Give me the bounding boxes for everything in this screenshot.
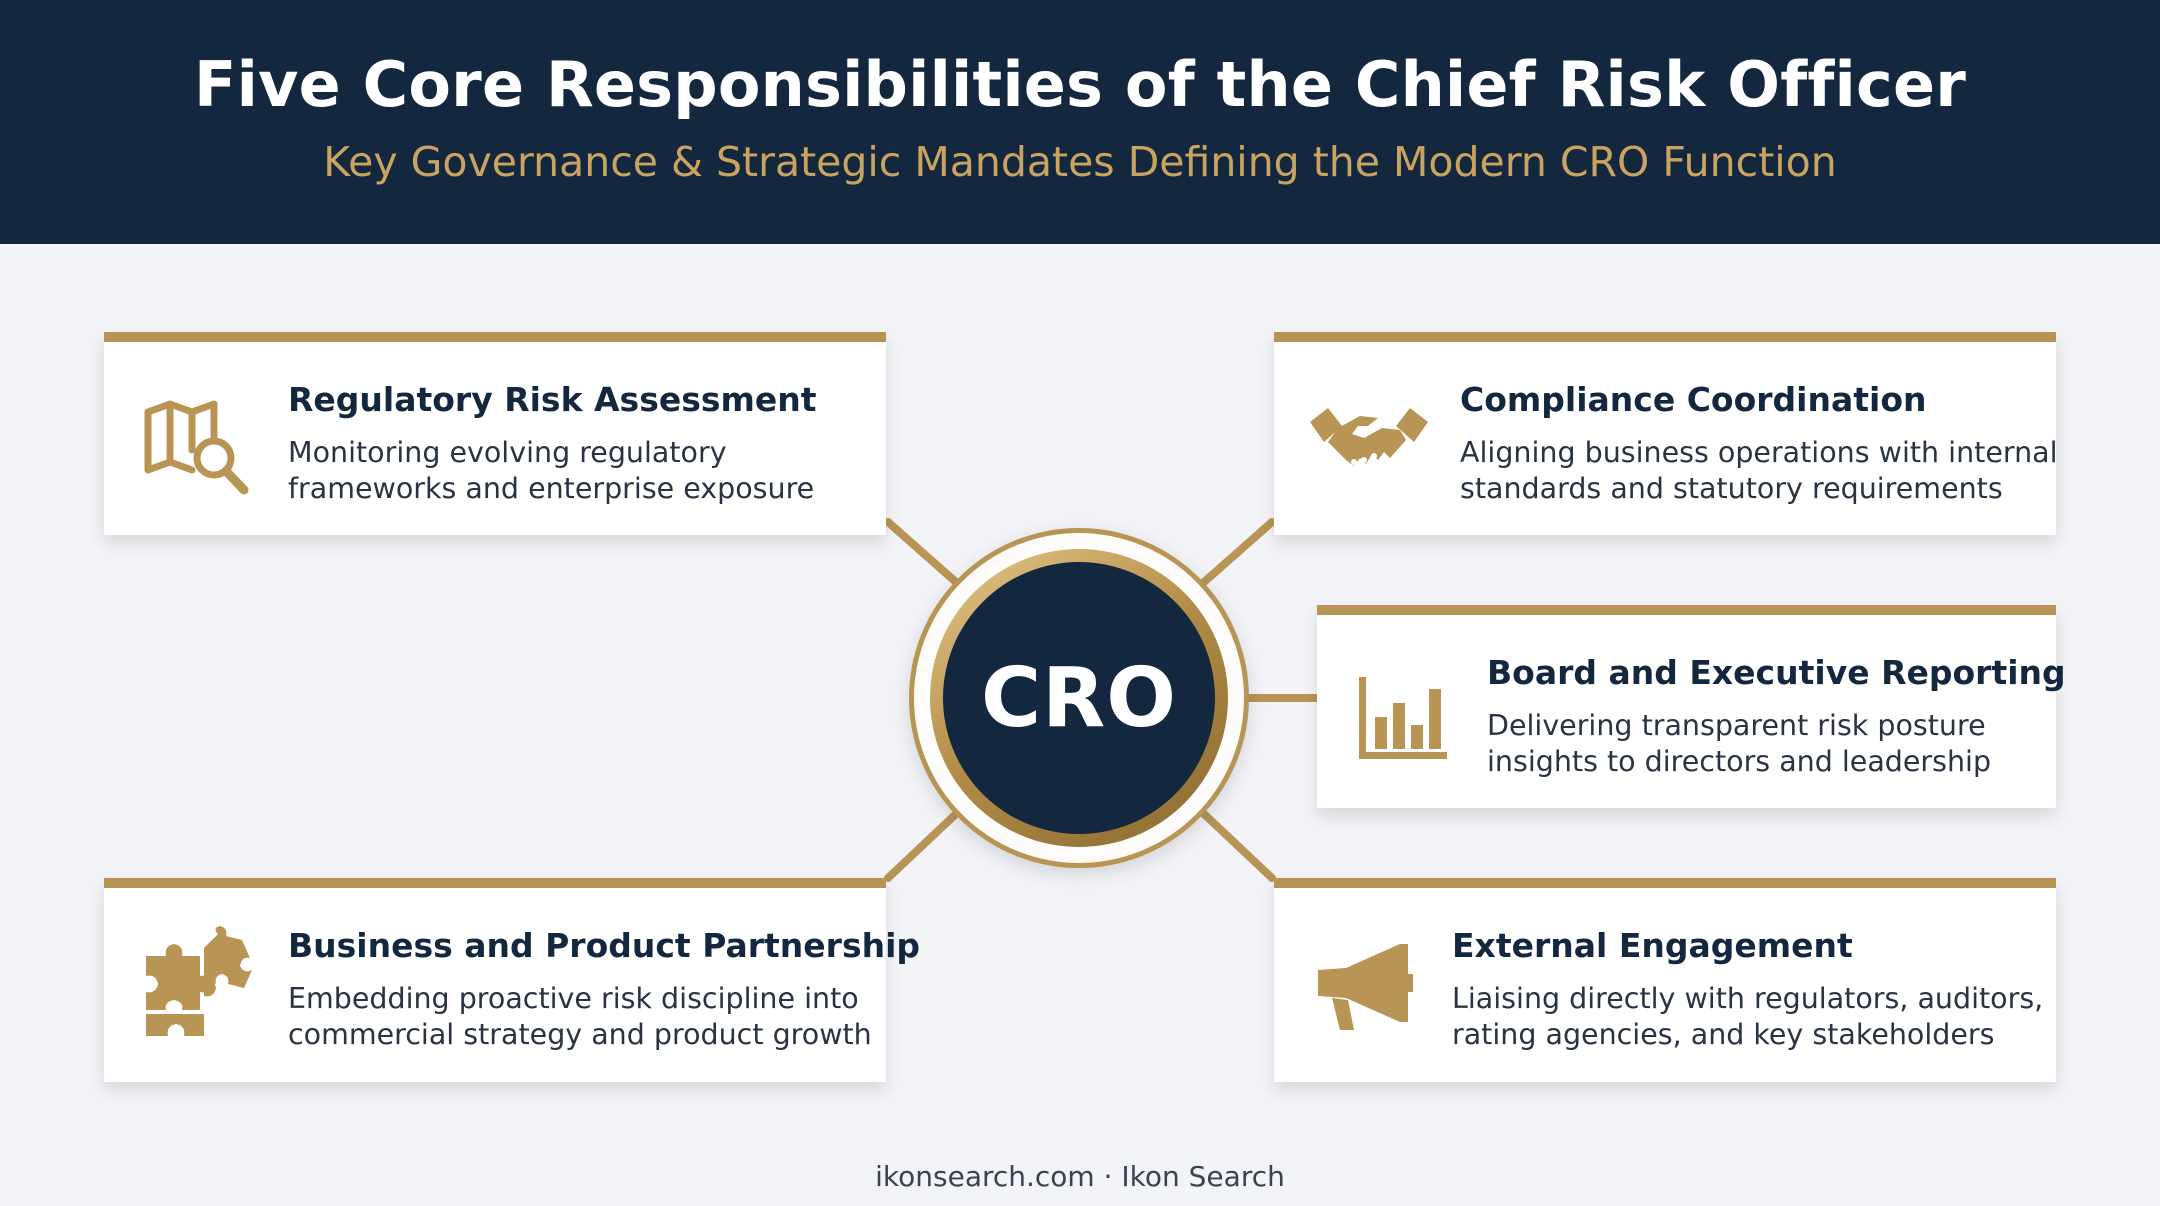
card-title: Business and Product Partnership: [288, 926, 921, 965]
card-external-engagement: External Engagement Liaising directly wi…: [1274, 878, 2056, 1082]
card-title: Regulatory Risk Assessment: [288, 380, 817, 419]
card-description-line-1: Embedding proactive risk discipline into: [288, 982, 859, 1015]
megaphone-icon: [1318, 944, 1413, 1030]
connector-regulatory: [884, 518, 961, 587]
card-title: Board and Executive Reporting: [1487, 653, 2066, 692]
handshake-icon: [1310, 408, 1428, 466]
card-description-line-1: Liaising directly with regulators, audit…: [1452, 982, 2044, 1015]
card-description-line-2: standards and statutory requirements: [1460, 472, 2003, 505]
bar-chart-icon: [1359, 677, 1447, 759]
card-business-product-partnership: Business and Product Partnership Embeddi…: [104, 878, 920, 1082]
card-board-executive-reporting: Board and Executive Reporting Delivering…: [1317, 605, 2066, 808]
connector-compliance: [1199, 518, 1276, 587]
card-description-line-1: Delivering transparent risk posture: [1487, 709, 1986, 742]
page-title: Five Core Responsibilities of the Chief …: [194, 48, 1966, 121]
card-title: External Engagement: [1452, 926, 1853, 965]
header-banner: Five Core Responsibilities of the Chief …: [0, 0, 2160, 244]
footer-credit: ikonsearch.com · Ikon Search: [875, 1160, 1285, 1193]
card-description-line-2: rating agencies, and key stakeholders: [1452, 1018, 1995, 1051]
card-description-line-2: commercial strategy and product growth: [288, 1018, 872, 1051]
connector-external: [1199, 809, 1276, 882]
hub-cro-label: CRO: [943, 562, 1215, 834]
connector-partnership: [884, 809, 961, 882]
card-description-line-1: Aligning business operations with intern…: [1460, 436, 2058, 469]
map-search-icon: [144, 400, 249, 495]
card-description-line-2: insights to directors and leadership: [1487, 745, 1992, 778]
page-subtitle: Key Governance & Strategic Mandates Defi…: [323, 138, 1837, 186]
card-regulatory-risk-assessment: Regulatory Risk Assessment Monitoring ev…: [104, 332, 886, 535]
card-title: Compliance Coordination: [1460, 380, 1927, 419]
card-description-line-2: frameworks and enterprise exposure: [288, 472, 815, 505]
card-compliance-coordination: Compliance Coordination Aligning busines…: [1274, 332, 2058, 535]
card-description-line-1: Monitoring evolving regulatory: [288, 436, 727, 469]
puzzle-icon: [146, 926, 252, 1036]
